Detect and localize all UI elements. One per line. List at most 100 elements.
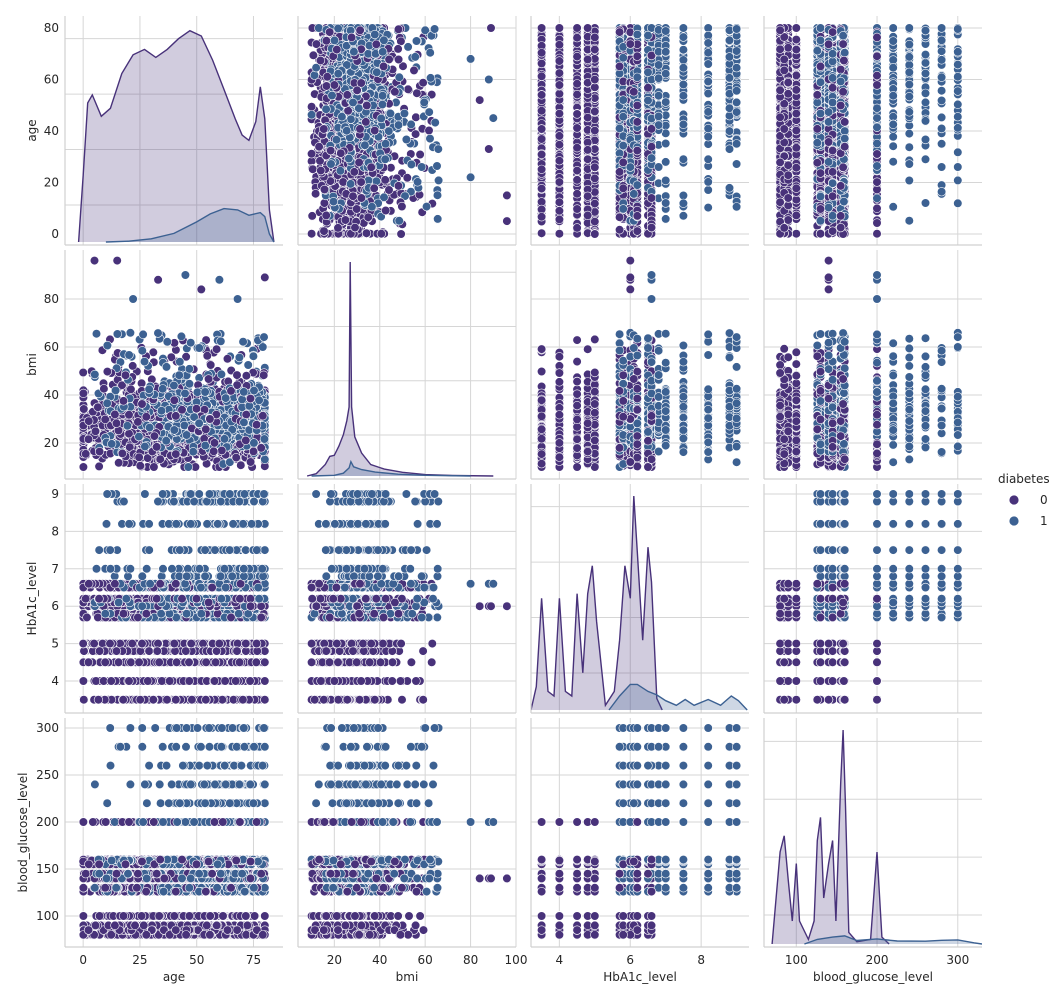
scatter-point: [398, 61, 408, 71]
scatter-point: [394, 216, 404, 226]
scatter-point: [376, 212, 386, 222]
scatter-point: [352, 204, 362, 214]
scatter-point: [319, 226, 329, 236]
scatter-point: [411, 129, 421, 139]
scatter-point: [326, 159, 336, 169]
scatter-point: [403, 84, 413, 94]
scatter-point: [311, 189, 321, 199]
scatter-point: [366, 162, 376, 172]
scatter-point: [314, 142, 324, 152]
scatter-point: [307, 102, 317, 112]
scatter-point: [335, 166, 346, 176]
scatter-point: [475, 95, 485, 105]
scatter-point: [433, 214, 443, 224]
scatter-point: [394, 72, 404, 82]
scatter-point: [417, 162, 427, 172]
scatter-point: [384, 185, 394, 195]
scatter-point: [367, 202, 377, 212]
scatter-point: [370, 29, 380, 40]
scatter-point: [394, 54, 404, 65]
scatter-point: [422, 202, 432, 212]
scatter-point: [331, 135, 342, 145]
scatter-point: [344, 154, 354, 164]
scatter-point: [409, 65, 419, 75]
scatter-point: [333, 69, 343, 79]
scatter-point: [349, 47, 359, 57]
scatter-point: [377, 99, 388, 110]
scatter-point: [307, 229, 317, 239]
scatter-point: [393, 120, 404, 130]
kde-fill-0: [78, 30, 274, 243]
scatter-point: [321, 210, 331, 220]
scatter-point: [346, 114, 356, 124]
scatter-point: [315, 55, 326, 66]
scatter-point: [328, 197, 339, 207]
scatter-point: [370, 126, 380, 136]
scatter-point: [307, 110, 317, 120]
scatter-point: [349, 167, 359, 177]
scatter-point: [319, 184, 330, 195]
scatter-point: [321, 104, 331, 114]
scatter-point: [424, 125, 434, 136]
scatter-point: [329, 80, 340, 90]
scatter-point: [356, 193, 367, 203]
scatter-point: [342, 90, 352, 100]
kde-line-0: [77, 29, 275, 243]
scatter-point: [311, 39, 322, 49]
scatter-point: [333, 23, 343, 34]
scatter-point: [410, 52, 420, 62]
scatter-point: [402, 173, 412, 183]
scatter-point: [427, 89, 437, 100]
kde-fill-1: [105, 208, 274, 242]
scatter-point: [319, 198, 330, 208]
panel-age-vs-bmi: [297, 16, 517, 246]
scatter-point: [378, 91, 388, 101]
scatter-point: [432, 190, 443, 200]
scatter-point: [309, 70, 320, 80]
scatter-point: [311, 63, 321, 73]
scatter-point: [360, 140, 370, 150]
scatter-point: [307, 211, 317, 221]
scatter-point: [333, 223, 343, 233]
scatter-point: [380, 175, 390, 185]
scatter-point: [430, 117, 440, 128]
scatter-point: [352, 85, 362, 95]
scatter-point: [315, 156, 325, 166]
scatter-point: [384, 54, 394, 65]
scatter-point: [396, 229, 406, 239]
scatter-point: [355, 124, 365, 134]
scatter-point: [399, 108, 410, 119]
scatter-point: [420, 25, 430, 35]
scatter-point: [406, 159, 417, 169]
scatter-point: [430, 24, 440, 34]
scatter-point: [412, 88, 422, 98]
scatter-point: [340, 215, 351, 225]
scatter-point: [484, 74, 494, 85]
scatter-point: [376, 229, 386, 239]
scatter-point: [342, 60, 352, 70]
scatter-point: [355, 25, 365, 35]
scatter-point: [354, 157, 364, 167]
scatter-point: [434, 175, 444, 185]
scatter-point: [308, 50, 319, 60]
scatter-point: [502, 216, 512, 226]
scatter-point: [488, 113, 498, 123]
scatter-point: [372, 67, 382, 77]
scatter-point: [378, 47, 388, 57]
scatter-point: [348, 191, 358, 201]
scatter-point: [342, 126, 352, 136]
scatter-point: [393, 24, 404, 34]
panel-age-vs-HbA1c_level: [530, 16, 749, 246]
scatter-point: [348, 97, 358, 108]
scatter-point: [325, 27, 335, 37]
scatter-point: [321, 81, 332, 91]
scatter-point: [413, 177, 423, 187]
scatter-point: [379, 192, 389, 202]
scatter-point: [327, 90, 337, 101]
scatter-point: [321, 36, 332, 46]
scatter-point: [307, 149, 317, 159]
scatter-point: [314, 23, 324, 33]
scatter-point: [381, 139, 391, 149]
scatter-point: [384, 126, 394, 136]
scatter-point: [356, 177, 366, 187]
